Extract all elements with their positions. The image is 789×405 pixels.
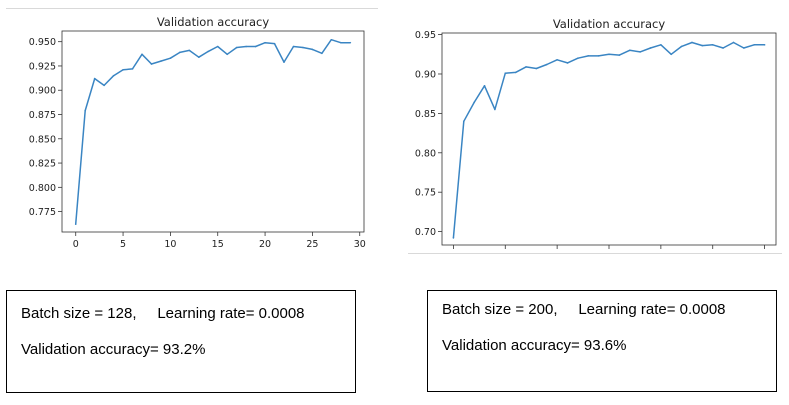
- data-point: [473, 101, 475, 104]
- validation-accuracy-chart-right: Validation accuracy 0.70 0.75 0.80 0.85 0.90 0…: [415, 17, 777, 249]
- data-point: [340, 41, 342, 44]
- data-point: [577, 57, 579, 60]
- data-point: [264, 41, 266, 44]
- data-point: [743, 47, 745, 49]
- data-point: [84, 109, 86, 112]
- data-point: [535, 67, 538, 70]
- y-tick-label: 0.75: [415, 188, 436, 199]
- y-tick-label: 0.775: [29, 207, 56, 218]
- data-point: [169, 57, 172, 59]
- data-point: [103, 84, 105, 87]
- y-tick-label: 0.800: [29, 183, 56, 194]
- data-point: [628, 49, 631, 52]
- data-point: [254, 45, 257, 48]
- data-point: [587, 55, 590, 57]
- accuracy-series-line: [74, 38, 351, 225]
- y-tick-label: 0.95: [415, 30, 436, 41]
- data-point: [226, 53, 229, 56]
- validation-accuracy-text: Validation accuracy= 93.2%: [21, 341, 206, 358]
- data-point: [494, 108, 496, 111]
- data-point: [566, 62, 569, 64]
- x-tick-label: 30: [354, 239, 366, 248]
- plot-area-frame: [441, 32, 777, 246]
- data-point: [763, 44, 766, 46]
- y-tick-label: 0.950: [29, 37, 56, 48]
- data-point: [349, 41, 352, 44]
- y-tick-label: 0.925: [29, 61, 56, 72]
- chart-title: Validation accuracy: [553, 17, 666, 31]
- data-point: [245, 45, 247, 48]
- data-point: [321, 52, 323, 55]
- data-point: [160, 60, 162, 62]
- data-point: [701, 44, 704, 47]
- x-tick-label: 20: [259, 239, 271, 248]
- data-point: [670, 53, 673, 56]
- y-tick-label: 0.85: [415, 109, 436, 120]
- data-point: [608, 53, 610, 56]
- data-point: [112, 74, 115, 77]
- chart-title: Validation accuracy: [157, 15, 270, 29]
- data-point: [311, 48, 314, 51]
- data-point: [504, 72, 507, 74]
- data-point: [330, 38, 333, 41]
- data-point: [188, 49, 191, 52]
- data-point: [302, 46, 304, 49]
- data-point: [283, 61, 285, 63]
- info-box-left: Batch size = 128, Learning rate= 0.0008 …: [6, 290, 356, 393]
- data-point: [197, 56, 200, 59]
- batch-learning-rate-text: Batch size = 128, Learning rate= 0.0008: [21, 305, 305, 322]
- data-point: [525, 66, 527, 68]
- plot-area-frame: [61, 30, 365, 233]
- data-point: [680, 45, 683, 48]
- top-separator-line-left: [6, 8, 378, 9]
- data-point: [649, 47, 652, 49]
- data-point: [292, 45, 295, 48]
- y-tick-label: 0.90: [415, 69, 436, 80]
- data-point: [732, 41, 735, 44]
- validation-accuracy-chart-left: Validation accuracy 0.775 0.800 0.825 0.850 0…: [29, 15, 366, 248]
- data-point: [273, 42, 276, 45]
- data-point: [483, 85, 486, 87]
- y-tick-label: 0.875: [29, 110, 56, 121]
- data-point: [179, 51, 181, 54]
- y-tick-label: 0.825: [29, 159, 56, 170]
- x-tick-label: 25: [306, 239, 318, 248]
- x-tick-label: 0: [73, 239, 79, 248]
- data-point: [93, 77, 96, 80]
- data-point: [452, 237, 455, 239]
- data-point: [216, 45, 219, 48]
- data-point: [150, 63, 153, 65]
- data-point: [691, 41, 693, 44]
- data-point: [660, 44, 662, 46]
- y-tick-label: 0.850: [29, 134, 56, 145]
- data-point: [74, 223, 77, 226]
- accuracy-series-line: [452, 41, 765, 238]
- data-point: [141, 53, 143, 56]
- data-point: [618, 54, 621, 56]
- data-point: [207, 50, 210, 53]
- data-point: [711, 44, 714, 46]
- data-point: [462, 120, 465, 123]
- bottom-separator-line-right: [408, 253, 782, 254]
- data-point: [556, 58, 558, 61]
- data-point: [122, 69, 124, 71]
- x-tick-label: 5: [120, 239, 126, 248]
- y-tick-label: 0.900: [29, 86, 56, 97]
- data-point: [722, 47, 724, 49]
- data-point: [514, 71, 517, 74]
- data-point: [545, 63, 548, 66]
- data-point: [131, 68, 134, 70]
- y-tick-label: 0.70: [415, 227, 436, 238]
- validation-accuracy-text: Validation accuracy= 93.6%: [442, 337, 627, 354]
- x-tick-label: 15: [212, 239, 224, 248]
- y-tick-label: 0.80: [415, 148, 436, 159]
- batch-learning-rate-text: Batch size = 200, Learning rate= 0.0008: [442, 301, 726, 318]
- data-point: [753, 44, 756, 46]
- x-tick-label: 10: [164, 239, 176, 248]
- data-point: [639, 51, 641, 53]
- data-point: [597, 55, 600, 57]
- info-box-right: Batch size = 200, Learning rate= 0.0008 …: [427, 290, 777, 392]
- data-point: [235, 46, 238, 49]
